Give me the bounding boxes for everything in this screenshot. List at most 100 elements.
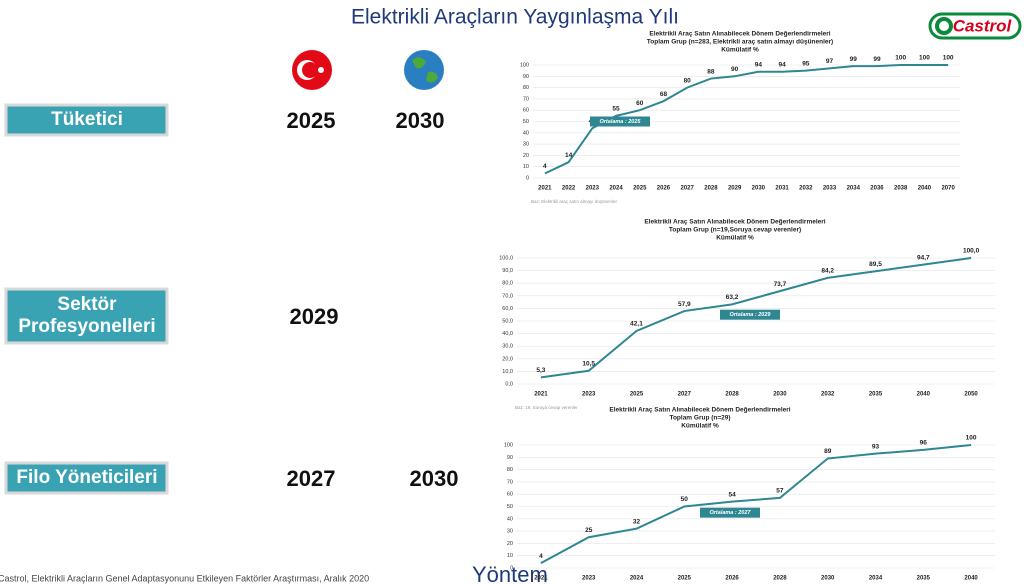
- y-tick-label: 40: [523, 130, 529, 136]
- data-label: 25: [585, 527, 593, 534]
- y-tick-label: 80,0: [502, 281, 513, 287]
- x-tick-label: 2021: [534, 392, 548, 398]
- annotation: Ortalama : 2027: [710, 510, 752, 516]
- data-label: 90: [731, 66, 739, 73]
- y-tick-label: 10: [523, 164, 529, 170]
- x-tick-label: 2023: [586, 186, 600, 192]
- x-tick-label: 2022: [562, 186, 576, 192]
- data-label: 94,7: [917, 254, 930, 261]
- data-label: 95: [802, 60, 810, 67]
- y-tick-label: 10,0: [502, 369, 513, 375]
- chart: Elektrikli Araç Satın Alınabilecek Dönem…: [499, 219, 995, 410]
- data-label: 50: [681, 496, 689, 503]
- y-tick-label: 30,0: [502, 344, 513, 350]
- x-tick-label: 2026: [657, 186, 671, 192]
- y-tick-label: 100,0: [499, 255, 513, 261]
- row-label: Sektör Profesyonelleri: [18, 294, 155, 337]
- data-label: 10,5: [582, 360, 595, 367]
- data-label: 100: [966, 435, 977, 442]
- annotation-box: [590, 116, 650, 127]
- x-tick-label: 2032: [821, 392, 835, 398]
- y-tick-label: 90,0: [502, 268, 513, 274]
- data-label: 100: [919, 55, 930, 62]
- data-label: 4: [539, 553, 543, 560]
- data-label: 57,9: [678, 301, 691, 308]
- data-label: 54: [728, 491, 736, 498]
- y-tick-label: 60: [523, 108, 529, 114]
- annotation: Ortalama : 2025: [600, 119, 642, 125]
- data-label: 73,7: [774, 281, 787, 288]
- footer: Castrol, Elektrikli Araçların Genel Adap…: [0, 573, 369, 583]
- y-tick-label: 20: [523, 153, 529, 159]
- row-box: [4, 287, 169, 345]
- data-label: 100: [895, 55, 906, 62]
- turkey-year: 2025: [287, 108, 336, 133]
- data-label: 4: [543, 163, 547, 170]
- x-tick-label: 2026: [725, 576, 739, 582]
- y-tick-label: 40: [507, 516, 513, 522]
- x-tick-label: 2029: [728, 186, 742, 192]
- x-tick-label: 2036: [870, 186, 884, 192]
- turkey-flag: [292, 50, 332, 90]
- x-tick-label: 2030: [821, 576, 835, 582]
- x-tick-label: 2033: [823, 186, 837, 192]
- turkey-year: 2029: [290, 304, 339, 329]
- x-tick-label: 2032: [799, 186, 813, 192]
- x-tick-label: 2025: [633, 186, 647, 192]
- data-label: 32: [633, 518, 641, 525]
- logo-text: Castrol: [953, 16, 1013, 35]
- x-tick-label: 2023: [582, 576, 596, 582]
- data-label: 89: [824, 448, 832, 455]
- data-label: 42,1: [630, 321, 643, 328]
- y-tick-label: 90: [507, 455, 513, 461]
- world-year: 2030: [410, 466, 459, 491]
- x-tick-label: 2028: [773, 576, 787, 582]
- data-label: 93: [872, 443, 880, 450]
- chart-title: Elektrikli Araç Satın Alınabilecek Dönem…: [649, 31, 830, 38]
- data-label: 5,3: [536, 367, 545, 374]
- x-tick-label: 2030: [752, 186, 766, 192]
- annotation-box: [700, 507, 760, 518]
- x-tick-label: 2031: [775, 186, 789, 192]
- data-label: 80: [684, 77, 692, 84]
- data-label: 100,0: [963, 248, 980, 255]
- slide-title: Elektrikli Araçların Yaygınlaşma Yılı: [351, 6, 679, 29]
- x-tick-label: 2050: [964, 392, 978, 398]
- data-label: 60: [636, 100, 644, 107]
- data-label: 57: [776, 488, 784, 495]
- series-line: [540, 257, 972, 379]
- y-tick-label: 80: [523, 85, 529, 91]
- y-tick-label: 100: [520, 62, 529, 68]
- chart-subtitle: Toplam Grup (n=29): [669, 415, 730, 422]
- y-tick-label: 40,0: [502, 331, 513, 337]
- series-line: [540, 444, 972, 564]
- chart-title: Elektrikli Araç Satın Alınabilecek Dönem…: [609, 407, 790, 414]
- data-label: 94: [755, 61, 763, 68]
- data-label: 88: [707, 68, 715, 75]
- y-tick-label: 80: [507, 467, 513, 473]
- chart-unit-note: Kümülatif %: [716, 235, 754, 242]
- data-label: 99: [873, 56, 881, 63]
- y-tick-label: 30: [507, 529, 513, 535]
- x-tick-label: 2025: [630, 392, 644, 398]
- chart-title: Elektrikli Araç Satın Alınabilecek Dönem…: [644, 219, 825, 226]
- footnote: Baz: Elektrikli araç satın almayı düşüne…: [531, 199, 618, 204]
- y-tick-label: 60,0: [502, 306, 513, 312]
- chart: Elektrikli Araç Satın Alınabilecek Dönem…: [504, 407, 995, 582]
- y-tick-label: 20,0: [502, 356, 513, 362]
- x-tick-label: 2028: [725, 392, 739, 398]
- row-label: Tüketici: [51, 109, 123, 130]
- y-tick-label: 0: [526, 175, 529, 181]
- data-label: 94: [778, 61, 786, 68]
- x-tick-label: 2025: [678, 576, 692, 582]
- x-tick-label: 2070: [941, 186, 955, 192]
- x-tick-label: 2021: [534, 576, 548, 582]
- y-tick-label: 60: [507, 492, 513, 498]
- chart-unit-note: Kümülatif %: [681, 423, 719, 430]
- y-tick-label: 50,0: [502, 318, 513, 324]
- brand: Yöntem: [472, 562, 548, 584]
- castrol-logo: Castrol: [928, 12, 1022, 40]
- globe: [404, 50, 444, 90]
